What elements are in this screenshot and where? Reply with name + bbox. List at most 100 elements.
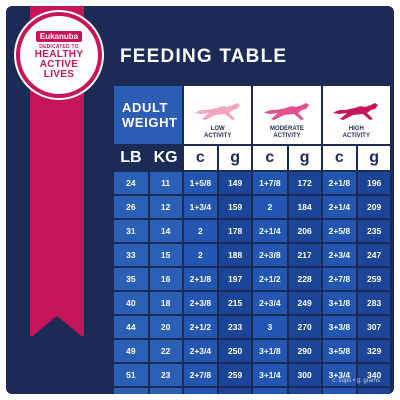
moderate-grams-cell: 270 xyxy=(288,316,321,338)
low-cups-cell: 2+1/8 xyxy=(183,268,218,290)
moderate-cups-cell: 3 xyxy=(253,316,287,338)
unit-grams-high: g xyxy=(358,146,390,170)
unit-grams-moderate: g xyxy=(288,146,321,170)
high-grams-cell: 340 xyxy=(358,364,390,386)
weight-kg-cell: 11 xyxy=(149,172,182,194)
unit-kg: KG xyxy=(149,146,182,170)
low-cups-cell: 1+5/8 xyxy=(183,172,218,194)
weight-lb-cell: 26 xyxy=(114,196,148,218)
high-grams-cell: 259 xyxy=(358,268,390,290)
high-grams-cell: 235 xyxy=(358,220,390,242)
table-row: 49 22 2+3/4 250 3+1/8 290 3+5/8 329 xyxy=(114,340,390,362)
low-grams-cell: 159 xyxy=(219,196,251,218)
weight-kg-cell: 15 xyxy=(149,244,182,266)
low-cups-cell: 2+3/8 xyxy=(183,292,218,314)
low-grams-cell: 215 xyxy=(219,292,251,314)
high-cups-cell: 2+5/8 xyxy=(322,220,357,242)
badge-word-lives: LIVES xyxy=(43,68,75,80)
unit-lb: LB xyxy=(114,146,148,170)
unit-cups-moderate: c xyxy=(253,146,287,170)
legend: c: cups • g: grams xyxy=(332,378,380,384)
low-line2: ACTIVITY xyxy=(203,133,232,139)
low-grams-cell: 188 xyxy=(219,244,251,266)
moderate-grams-cell: 249 xyxy=(288,292,321,314)
table-body: 24 11 1+5/8 149 1+7/8 172 2+1/8 196 26 12 1+3/4 159… xyxy=(114,172,390,394)
moderate-grams-cell: 206 xyxy=(288,220,321,242)
low-grams-cell: 250 xyxy=(219,340,251,362)
running-dog-icon xyxy=(263,103,309,120)
table-row: 40 18 2+3/8 215 2+3/4 249 3+1/8 283 xyxy=(114,292,390,314)
brand-badge: Eukanuba DEDICATED TO HEALTHY ACTIVE LIV… xyxy=(16,12,102,98)
weight-kg-cell: 12 xyxy=(149,196,182,218)
table-row: 31 14 2 178 2+1/4 206 2+5/8 235 xyxy=(114,220,390,242)
adult-weight-header: ADULT WEIGHT xyxy=(114,86,182,144)
moderate-line2: ACTIVITY xyxy=(273,133,301,139)
high-line1: HIGH xyxy=(348,126,364,132)
moderate-cups-cell: 2+1/2 xyxy=(253,268,287,290)
weight-kg-cell: 16 xyxy=(149,268,182,290)
weight-lb-cell: 53 xyxy=(114,388,148,394)
table-row: 26 12 1+3/4 159 2 184 2+1/4 209 xyxy=(114,196,390,218)
weight-kg-cell: 23 xyxy=(149,364,182,386)
high-cups-cell: 3+3/4 xyxy=(322,364,357,386)
ribbon-notch xyxy=(30,316,84,338)
moderate-line1: MODERATE xyxy=(270,126,304,132)
low-activity-label: LOW ACTIVITY xyxy=(204,126,231,140)
low-cups-cell: 1+3/4 xyxy=(183,196,218,218)
weight-kg-cell: 22 xyxy=(149,340,182,362)
high-line2: ACTIVITY xyxy=(342,133,370,139)
high-grams-cell: 329 xyxy=(358,340,390,362)
weight-label: WEIGHT xyxy=(122,115,178,130)
weight-lb-cell: 35 xyxy=(114,268,148,290)
moderate-cups-cell: 2+1/4 xyxy=(253,220,287,242)
high-grams-cell: 247 xyxy=(358,244,390,266)
high-grams-cell: 283 xyxy=(358,292,390,314)
running-dog-icon xyxy=(194,103,240,120)
moderate-cups-cell: 3+1/4 xyxy=(253,364,287,386)
weight-lb-cell: 51 xyxy=(114,364,148,386)
high-grams-cell: 352 xyxy=(358,388,390,394)
weight-lb-cell: 44 xyxy=(114,316,148,338)
moderate-cups-cell: 3+1/8 xyxy=(253,340,287,362)
page-title: FEEDING TABLE xyxy=(120,46,288,67)
table-row: 51 23 2+7/8 259 3+1/4 300 3+3/4 340 xyxy=(114,364,390,386)
low-cups-cell: 2 xyxy=(183,244,218,266)
high-activity-label: HIGH ACTIVITY xyxy=(343,126,370,140)
moderate-cups-cell: 2 xyxy=(253,196,287,218)
adult-label: ADULT xyxy=(122,100,169,115)
weight-kg-cell: 24 xyxy=(149,388,182,394)
low-cups-cell: 2+3/4 xyxy=(183,340,218,362)
low-cups-cell: 2 xyxy=(183,220,218,242)
low-grams-cell: 233 xyxy=(219,316,251,338)
low-line1: LOW xyxy=(210,126,225,132)
running-dog-icon xyxy=(333,103,379,120)
moderate-cups-cell: 2+3/8 xyxy=(253,244,287,266)
moderate-grams-cell: 290 xyxy=(288,340,321,362)
badge-word-healthy: HEALTHY xyxy=(34,48,84,60)
moderate-grams-cell: 172 xyxy=(288,172,321,194)
low-activity-header: LOW ACTIVITY xyxy=(184,86,252,144)
unit-cups-high: c xyxy=(322,146,357,170)
moderate-activity-label: MODERATE ACTIVITY xyxy=(270,126,304,140)
high-cups-cell: 2+7/8 xyxy=(322,268,357,290)
low-grams-cell: 149 xyxy=(219,172,251,194)
high-activity-header: HIGH ACTIVITY xyxy=(322,86,390,144)
low-cups-cell: 2+7/8 xyxy=(183,364,218,386)
low-cups-cell: 2+7/8 xyxy=(183,388,218,394)
high-cups-cell: 2+1/8 xyxy=(322,172,357,194)
moderate-grams-cell: 300 xyxy=(288,364,321,386)
low-grams-cell: 178 xyxy=(219,220,251,242)
high-cups-cell: 3+3/8 xyxy=(322,316,357,338)
badge-tagline: DEDICATED TO xyxy=(39,43,79,50)
moderate-cups-cell: 2+3/4 xyxy=(253,292,287,314)
table-row: 35 16 2+1/8 197 2+1/2 228 2+7/8 259 xyxy=(114,268,390,290)
low-grams-cell: 267 xyxy=(219,388,251,394)
weight-lb-cell: 49 xyxy=(114,340,148,362)
low-grams-cell: 259 xyxy=(219,364,251,386)
weight-kg-cell: 14 xyxy=(149,220,182,242)
moderate-grams-cell: 184 xyxy=(288,196,321,218)
unit-row: LB KG c g c g c g xyxy=(114,146,390,170)
moderate-cups-cell: 3+3/8 xyxy=(253,388,287,394)
moderate-cups-cell: 1+7/8 xyxy=(253,172,287,194)
